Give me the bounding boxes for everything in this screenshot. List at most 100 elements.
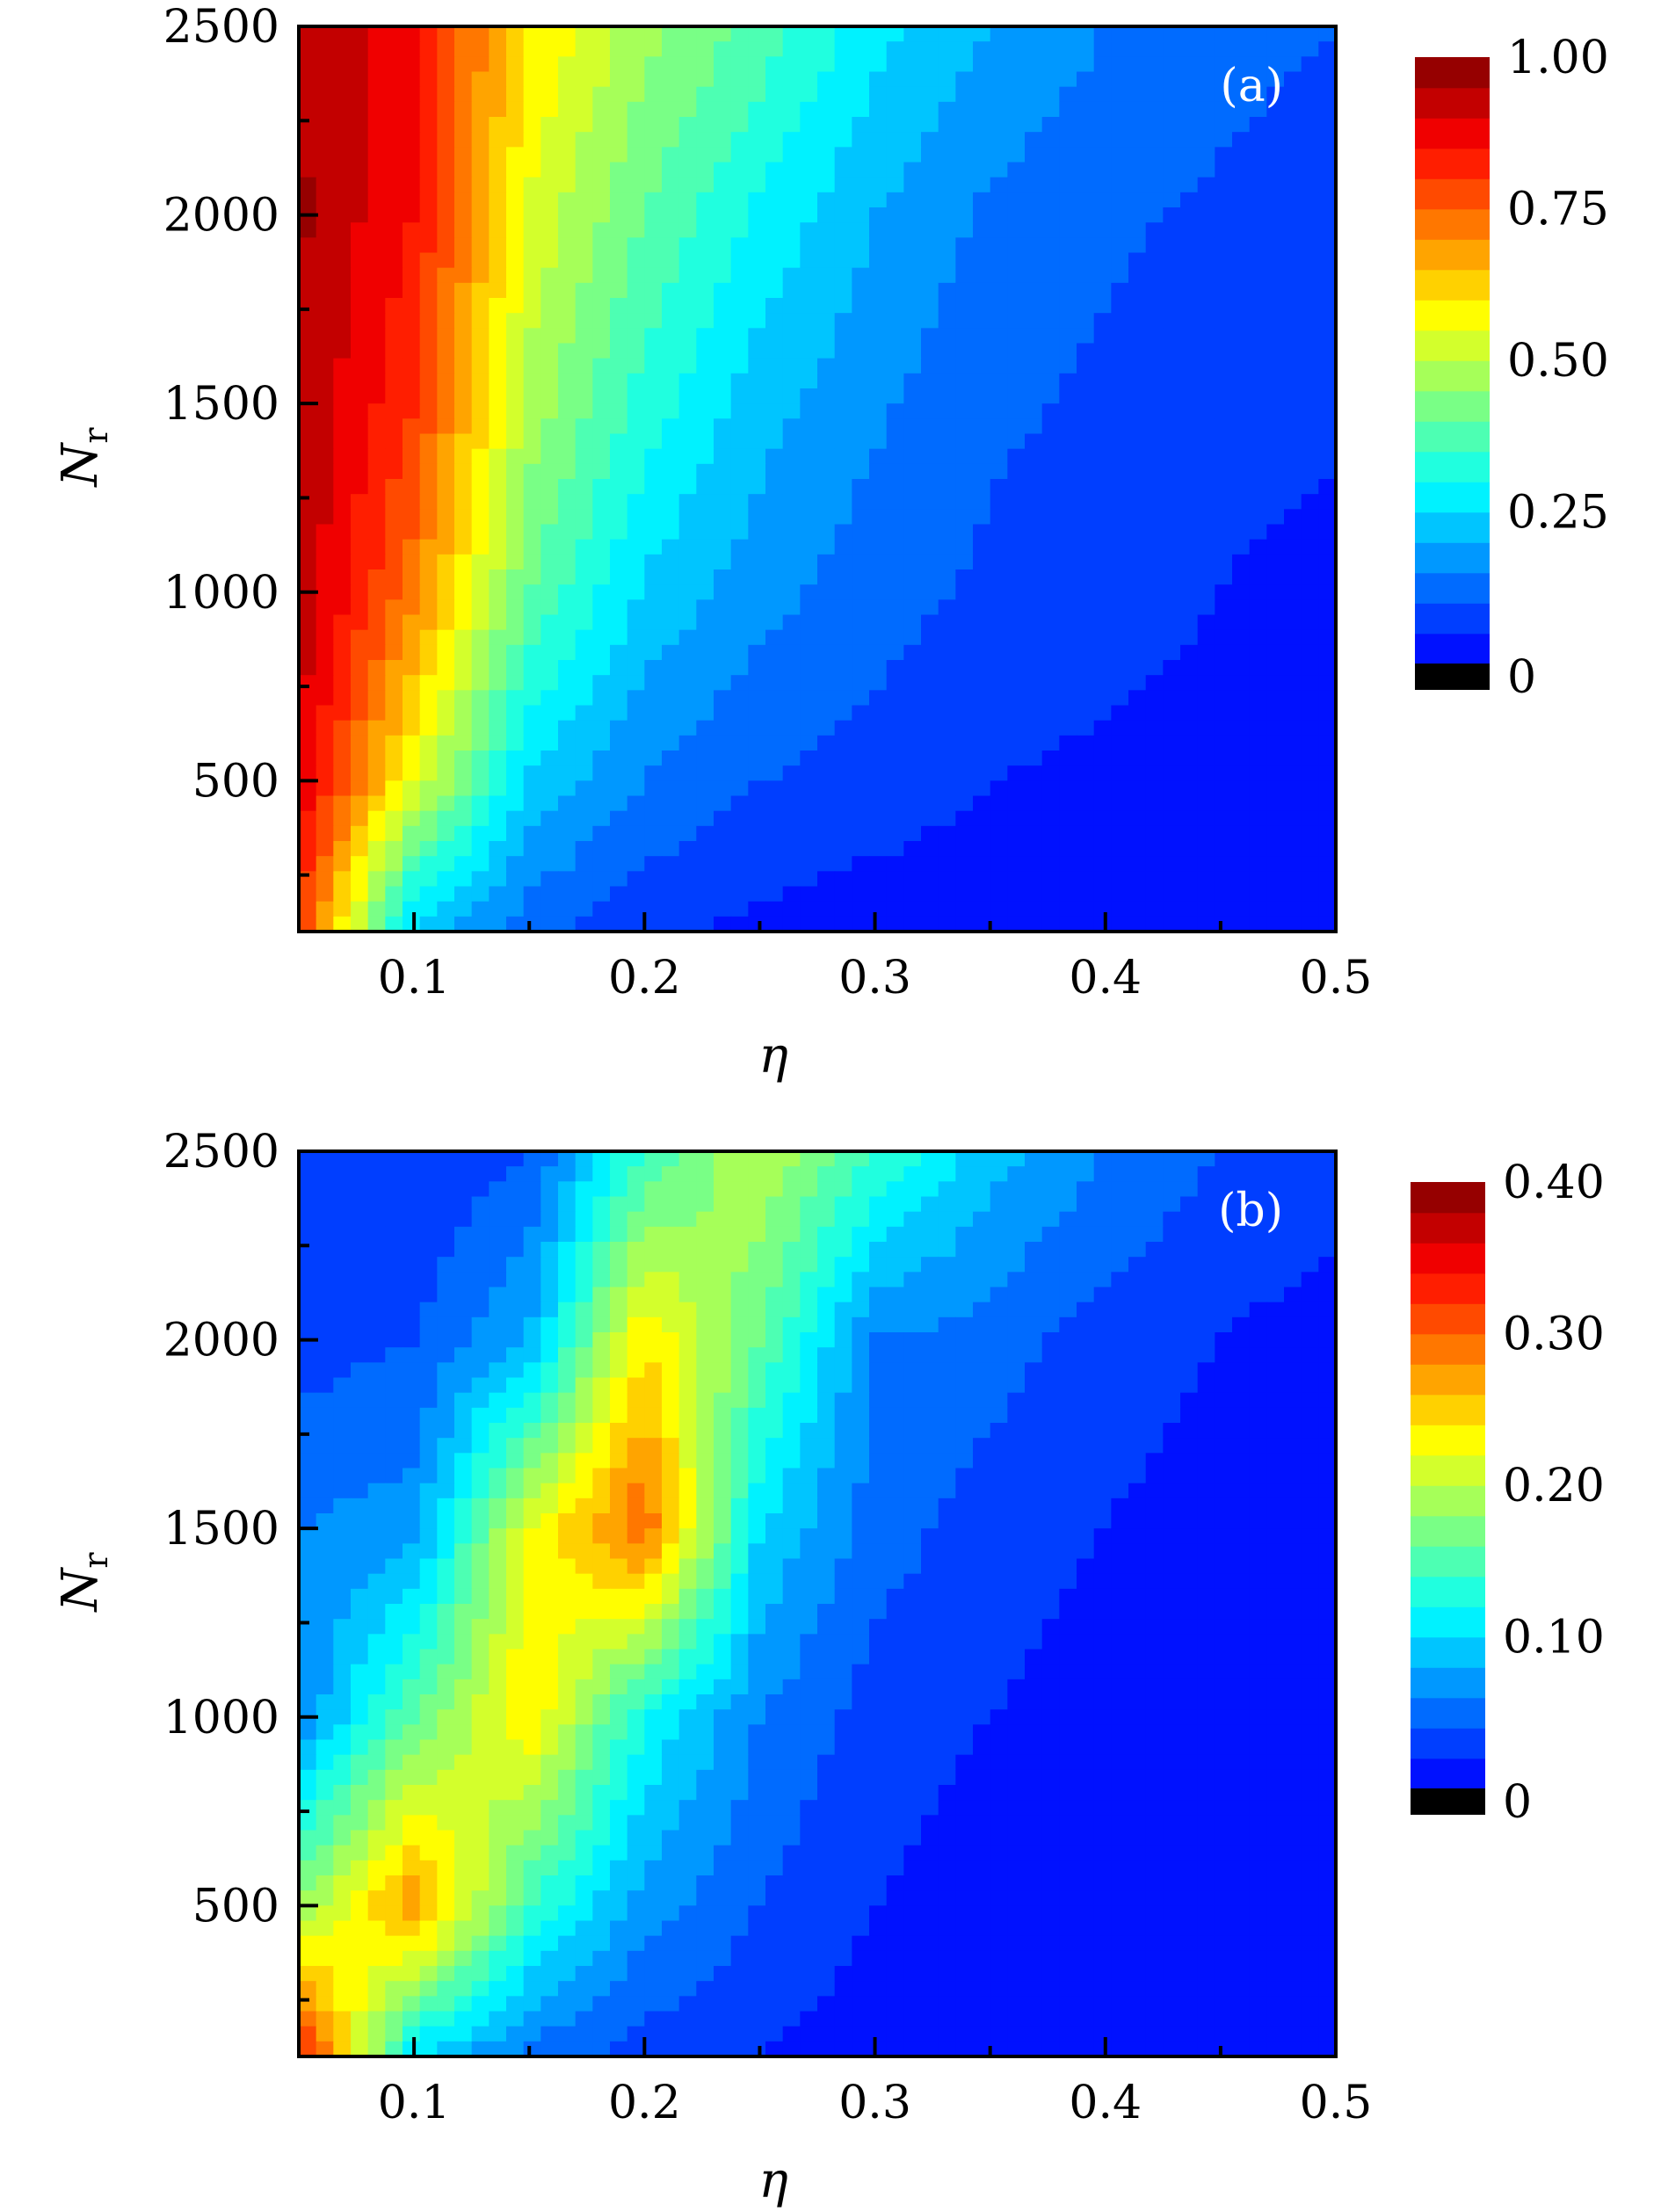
heatmap-cell bbox=[644, 26, 663, 42]
heatmap-cell bbox=[955, 463, 974, 480]
heatmap-cell bbox=[558, 841, 577, 857]
heatmap-cell bbox=[782, 1151, 801, 1167]
heatmap-cell bbox=[1215, 162, 1233, 178]
heatmap-cell bbox=[1197, 1302, 1215, 1318]
heatmap-cell bbox=[1318, 690, 1337, 707]
heatmap-cell bbox=[367, 132, 386, 148]
heatmap-cell bbox=[575, 403, 593, 419]
heatmap-cell bbox=[403, 101, 421, 118]
heatmap-cell bbox=[1041, 403, 1060, 419]
heatmap-cell bbox=[714, 403, 732, 419]
heatmap-cell bbox=[852, 373, 870, 389]
heatmap-cell bbox=[1077, 795, 1095, 812]
heatmap-cell bbox=[990, 644, 1008, 661]
heatmap-cell bbox=[385, 629, 403, 646]
heatmap-cell bbox=[592, 1377, 611, 1394]
heatmap-cell bbox=[333, 554, 352, 570]
heatmap-cell bbox=[1284, 1453, 1302, 1469]
heatmap-cell bbox=[765, 26, 784, 42]
heatmap-cell bbox=[973, 856, 991, 872]
heatmap-cell bbox=[316, 1438, 334, 1454]
heatmap-cell bbox=[1163, 237, 1181, 254]
heatmap-cell bbox=[938, 720, 956, 736]
heatmap-cell bbox=[367, 207, 386, 223]
heatmap-cell bbox=[834, 1332, 852, 1348]
heatmap-cell bbox=[454, 1407, 473, 1424]
heatmap-cell bbox=[1128, 41, 1147, 57]
heatmap-cell bbox=[592, 358, 611, 374]
heatmap-cell bbox=[886, 418, 904, 435]
heatmap-cell bbox=[938, 569, 956, 585]
heatmap-cell bbox=[523, 463, 541, 480]
heatmap-cell bbox=[610, 313, 628, 329]
heatmap-cell bbox=[714, 871, 732, 888]
heatmap-cell bbox=[696, 1151, 714, 1167]
heatmap-cell bbox=[506, 1316, 525, 1333]
heatmap-cell bbox=[454, 1196, 473, 1213]
heatmap-cell bbox=[1266, 720, 1285, 736]
heatmap-cell bbox=[730, 117, 749, 133]
heatmap-cell bbox=[1301, 735, 1319, 751]
heatmap-cell bbox=[489, 418, 507, 435]
heatmap-cell bbox=[627, 524, 645, 540]
heatmap-cell bbox=[454, 237, 473, 254]
heatmap-cell bbox=[1128, 448, 1147, 465]
heatmap-cell bbox=[1128, 1316, 1147, 1333]
heatmap-cell bbox=[558, 433, 577, 450]
colorbar-segment bbox=[1415, 87, 1490, 119]
heatmap-cell bbox=[921, 1151, 939, 1167]
heatmap-cell bbox=[662, 1287, 680, 1303]
heatmap-cell bbox=[403, 825, 421, 842]
heatmap-cell bbox=[367, 328, 386, 344]
heatmap-cell bbox=[1077, 403, 1095, 419]
heatmap-cell bbox=[419, 1332, 438, 1348]
heatmap-cell bbox=[610, 554, 628, 570]
heatmap-cell bbox=[765, 1468, 784, 1484]
heatmap-cell bbox=[1266, 644, 1285, 661]
heatmap-cell bbox=[714, 584, 732, 600]
heatmap-cell bbox=[748, 222, 766, 238]
heatmap-cell bbox=[1318, 539, 1337, 555]
heatmap-cell bbox=[575, 795, 593, 812]
heatmap-cell bbox=[1301, 479, 1319, 495]
heatmap-cell bbox=[886, 328, 904, 344]
heatmap-cell bbox=[782, 1453, 801, 1469]
heatmap-cell bbox=[1197, 810, 1215, 827]
heatmap-cell bbox=[1145, 524, 1164, 540]
heatmap-cell bbox=[800, 373, 818, 389]
heatmap-cell bbox=[454, 1242, 473, 1258]
heatmap-cell bbox=[678, 86, 697, 103]
heatmap-cell bbox=[523, 1242, 541, 1258]
heatmap-cell bbox=[714, 1242, 732, 1258]
heatmap-cell bbox=[817, 675, 836, 691]
heatmap-cell bbox=[558, 524, 577, 540]
heatmap-cell bbox=[333, 841, 352, 857]
heatmap-cell bbox=[506, 509, 525, 526]
heatmap-cell bbox=[592, 751, 611, 766]
heatmap-cell bbox=[1077, 1287, 1095, 1303]
heatmap-cell bbox=[592, 343, 611, 359]
heatmap-cell bbox=[817, 282, 836, 299]
heatmap-cell bbox=[575, 1316, 593, 1333]
heatmap-cell bbox=[765, 86, 784, 103]
heatmap-cell bbox=[333, 916, 352, 932]
heatmap-cell bbox=[800, 871, 818, 888]
heatmap-cell bbox=[489, 86, 507, 103]
heatmap-cell bbox=[852, 751, 870, 766]
heatmap-cell bbox=[662, 841, 680, 857]
heatmap-cell bbox=[1284, 282, 1302, 299]
heatmap-cell bbox=[299, 1196, 317, 1213]
heatmap-cell bbox=[351, 810, 369, 827]
heatmap-cell bbox=[1093, 1242, 1112, 1258]
heatmap-cell bbox=[316, 901, 334, 917]
heatmap-cell bbox=[990, 1151, 1008, 1167]
heatmap-cell bbox=[575, 267, 593, 284]
heatmap-cell bbox=[471, 403, 490, 419]
heatmap-cell bbox=[1025, 1287, 1043, 1303]
heatmap-cell bbox=[1007, 780, 1026, 797]
heatmap-cell bbox=[869, 795, 888, 812]
heatmap-cell bbox=[489, 1196, 507, 1213]
heatmap-cell bbox=[973, 735, 991, 751]
heatmap-cell bbox=[782, 1272, 801, 1288]
heatmap-cell bbox=[558, 569, 577, 585]
